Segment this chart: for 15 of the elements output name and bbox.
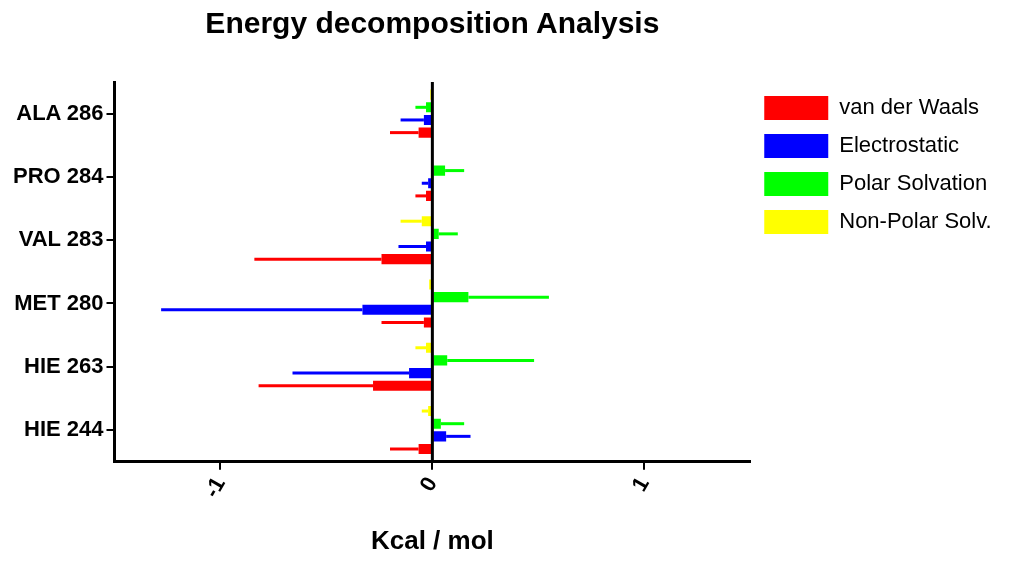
y-tick-label: ALA 286 xyxy=(16,99,104,125)
y-tick-label: MET 280 xyxy=(14,289,104,315)
y-tick-label: HIE 244 xyxy=(23,416,105,442)
x-tick-label: 1 xyxy=(626,472,654,496)
y-tick-label: PRO 284 xyxy=(12,162,105,188)
chart-title: Energy decomposition Analysis xyxy=(205,6,660,40)
legend-label: Polar Solvation xyxy=(839,170,988,196)
legend-label: Electrostatic xyxy=(839,132,960,158)
x-axis-title: Kcal / mol xyxy=(370,524,494,555)
x-tick-label: -1 xyxy=(198,472,231,502)
y-tick-label: HIE 263 xyxy=(23,352,104,378)
x-tick-label: 0 xyxy=(414,472,442,496)
y-tick-label: VAL 283 xyxy=(18,226,104,252)
legend-label: Non-Polar Solv. xyxy=(839,208,992,234)
legend-label: van der Waals xyxy=(839,94,980,120)
